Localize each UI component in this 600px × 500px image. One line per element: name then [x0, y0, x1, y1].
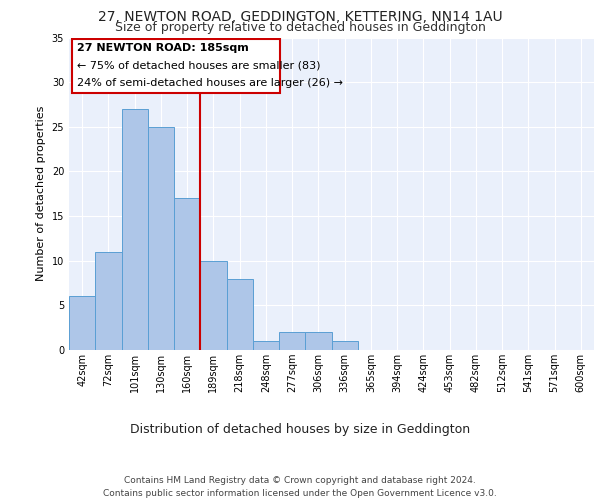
- Bar: [200, 260, 227, 350]
- FancyBboxPatch shape: [72, 40, 280, 93]
- Bar: [253, 341, 279, 350]
- Bar: [305, 332, 331, 350]
- Text: Contains HM Land Registry data © Crown copyright and database right 2024.
Contai: Contains HM Land Registry data © Crown c…: [103, 476, 497, 498]
- Text: Distribution of detached houses by size in Geddington: Distribution of detached houses by size …: [130, 422, 470, 436]
- Y-axis label: Number of detached properties: Number of detached properties: [36, 106, 46, 282]
- Bar: [279, 332, 305, 350]
- Text: ← 75% of detached houses are smaller (83): ← 75% of detached houses are smaller (83…: [77, 60, 321, 70]
- Bar: [95, 252, 121, 350]
- Bar: [69, 296, 95, 350]
- Text: Size of property relative to detached houses in Geddington: Size of property relative to detached ho…: [115, 21, 485, 34]
- Bar: [331, 341, 358, 350]
- Text: 27, NEWTON ROAD, GEDDINGTON, KETTERING, NN14 1AU: 27, NEWTON ROAD, GEDDINGTON, KETTERING, …: [98, 10, 502, 24]
- Text: 27 NEWTON ROAD: 185sqm: 27 NEWTON ROAD: 185sqm: [77, 43, 249, 53]
- Text: 24% of semi-detached houses are larger (26) →: 24% of semi-detached houses are larger (…: [77, 78, 343, 88]
- Bar: [227, 278, 253, 350]
- Bar: [174, 198, 200, 350]
- Bar: [121, 109, 148, 350]
- Bar: [148, 127, 174, 350]
